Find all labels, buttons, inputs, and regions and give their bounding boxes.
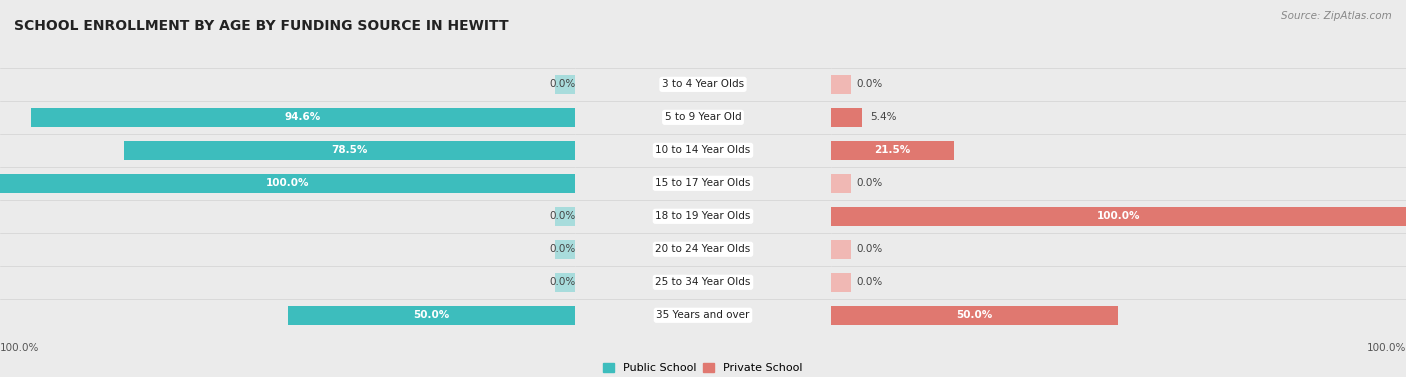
Bar	[0, 101, 575, 134]
Text: 0.0%: 0.0%	[856, 244, 883, 254]
Text: 0.0%: 0.0%	[856, 178, 883, 188]
Bar	[0, 167, 575, 200]
Bar	[555, 273, 575, 292]
Text: 94.6%: 94.6%	[285, 112, 321, 123]
Text: 100.0%: 100.0%	[1367, 343, 1406, 353]
Bar	[0, 233, 575, 266]
Bar	[0, 299, 575, 332]
Bar	[555, 207, 575, 226]
Text: 0.0%: 0.0%	[856, 79, 883, 89]
Text: 15 to 17 Year Olds: 15 to 17 Year Olds	[655, 178, 751, 188]
Bar	[575, 134, 1406, 167]
Text: 50.0%: 50.0%	[413, 310, 450, 320]
Text: 100.0%: 100.0%	[1097, 211, 1140, 221]
Text: 18 to 19 Year Olds: 18 to 19 Year Olds	[655, 211, 751, 221]
Text: 0.0%: 0.0%	[856, 277, 883, 287]
Bar	[555, 240, 575, 259]
Text: 25 to 34 Year Olds: 25 to 34 Year Olds	[655, 277, 751, 287]
Bar	[0, 174, 575, 193]
Bar	[0, 299, 831, 332]
Bar	[575, 167, 1406, 200]
Bar	[831, 240, 851, 259]
Text: 50.0%: 50.0%	[956, 310, 993, 320]
Bar	[0, 200, 575, 233]
Text: 78.5%: 78.5%	[332, 145, 367, 155]
Bar	[831, 141, 955, 160]
Text: 21.5%: 21.5%	[875, 145, 911, 155]
Bar	[124, 141, 575, 160]
Bar	[0, 266, 831, 299]
Bar	[831, 174, 851, 193]
Text: 0.0%: 0.0%	[550, 79, 575, 89]
Bar	[0, 68, 831, 101]
Bar	[575, 233, 1406, 266]
Bar	[31, 108, 575, 127]
Bar	[575, 101, 1406, 134]
Bar	[831, 306, 1118, 325]
Bar	[575, 299, 1406, 332]
Text: 0.0%: 0.0%	[550, 211, 575, 221]
Bar	[831, 273, 851, 292]
Text: 0.0%: 0.0%	[550, 277, 575, 287]
Bar	[0, 233, 831, 266]
Text: 100.0%: 100.0%	[0, 343, 39, 353]
Bar	[575, 266, 1406, 299]
Bar	[575, 68, 1406, 101]
Text: 35 Years and over: 35 Years and over	[657, 310, 749, 320]
Text: 5 to 9 Year Old: 5 to 9 Year Old	[665, 112, 741, 123]
Text: 0.0%: 0.0%	[550, 244, 575, 254]
Bar	[555, 75, 575, 94]
Text: 100.0%: 100.0%	[266, 178, 309, 188]
Text: 5.4%: 5.4%	[870, 112, 897, 123]
Bar	[0, 101, 831, 134]
Bar	[831, 108, 862, 127]
Text: 3 to 4 Year Olds: 3 to 4 Year Olds	[662, 79, 744, 89]
Bar	[0, 266, 575, 299]
Bar	[0, 68, 575, 101]
Bar	[0, 134, 831, 167]
Bar	[0, 167, 831, 200]
Bar	[575, 200, 1406, 233]
Bar	[288, 306, 575, 325]
Text: 20 to 24 Year Olds: 20 to 24 Year Olds	[655, 244, 751, 254]
Bar	[831, 207, 1406, 226]
Text: 10 to 14 Year Olds: 10 to 14 Year Olds	[655, 145, 751, 155]
Bar	[0, 200, 831, 233]
Text: Source: ZipAtlas.com: Source: ZipAtlas.com	[1281, 11, 1392, 21]
Legend: Public School, Private School: Public School, Private School	[599, 359, 807, 377]
Text: SCHOOL ENROLLMENT BY AGE BY FUNDING SOURCE IN HEWITT: SCHOOL ENROLLMENT BY AGE BY FUNDING SOUR…	[14, 19, 509, 33]
Bar	[0, 134, 575, 167]
Bar	[831, 75, 851, 94]
